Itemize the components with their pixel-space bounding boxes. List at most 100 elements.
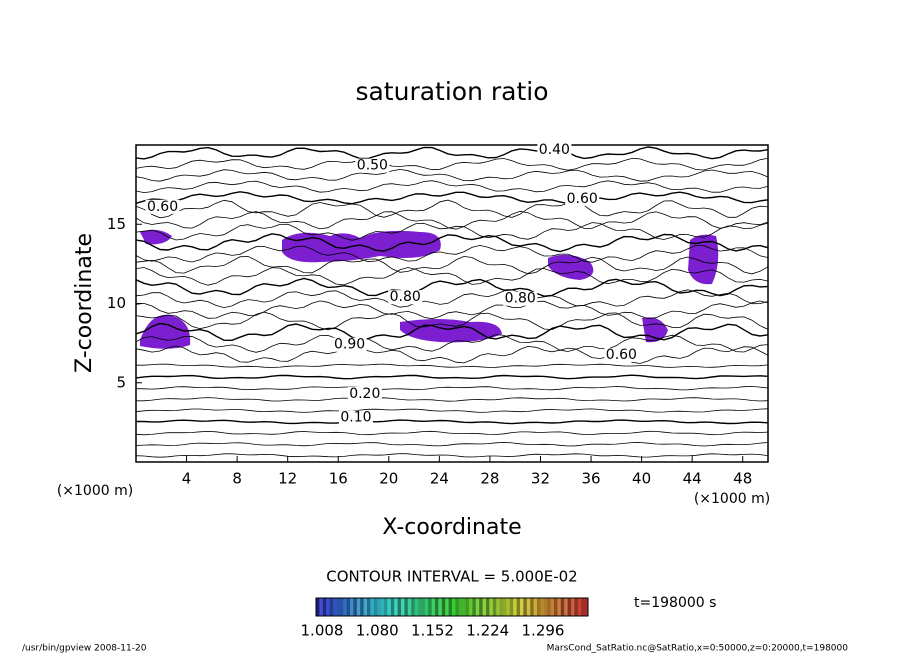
contour-line xyxy=(135,199,769,219)
colorbar-cell xyxy=(333,598,337,616)
colorbar-cell xyxy=(431,598,436,616)
colorbar-cell xyxy=(428,598,433,616)
contour-label: 0.60 xyxy=(606,347,637,363)
contour-label-bg xyxy=(503,291,538,306)
contour-label-bg xyxy=(537,142,572,157)
contour-label: 0.80 xyxy=(505,291,536,307)
contour-label: 0.80 xyxy=(390,289,421,305)
contour-lines xyxy=(135,146,769,458)
colorbar-cell xyxy=(414,598,419,616)
colorbar-cell xyxy=(550,598,555,616)
colorbar-cell xyxy=(462,598,467,616)
colorbar-cell xyxy=(475,598,480,616)
contour-line xyxy=(135,311,769,331)
colorbar-cell xyxy=(407,598,412,616)
colorbar-cell xyxy=(540,598,545,616)
colorbar-cell xyxy=(350,598,354,616)
colorbar-cell xyxy=(445,598,450,616)
colorbar-cell xyxy=(509,598,514,616)
contour-line xyxy=(135,267,769,286)
x-tick-label: 12 xyxy=(278,470,297,488)
y-tick-label: 15 xyxy=(107,215,126,233)
colorbar-cell xyxy=(564,598,569,616)
colorbar-cell xyxy=(537,598,541,616)
footer-left: /usr/bin/gpview 2008-11-20 xyxy=(22,644,147,654)
x-tick-label: 36 xyxy=(581,470,600,488)
x-tick-label: 24 xyxy=(430,470,449,488)
region xyxy=(140,229,172,245)
colorbar-cell xyxy=(316,598,320,616)
colorbar-cell xyxy=(479,598,484,616)
colorbar-cell xyxy=(339,598,344,616)
colorbar-cell xyxy=(571,598,575,616)
colorbar-cell xyxy=(503,598,507,616)
x-tick-label: 4 xyxy=(182,470,192,488)
x-tick-label: 16 xyxy=(329,470,348,488)
colorbar-cell xyxy=(384,598,388,616)
contour-line xyxy=(135,374,769,380)
x-tick-label: 32 xyxy=(531,470,550,488)
contour-label: 0.90 xyxy=(334,337,365,353)
contour-label: 0.50 xyxy=(357,158,388,174)
contour-line xyxy=(135,222,769,241)
colorbar-cell xyxy=(373,598,378,616)
colorbar-cell xyxy=(533,598,538,616)
colorbar-label: 1.008 xyxy=(301,622,344,640)
colorbar-cell xyxy=(448,598,453,616)
x-tick-label: 40 xyxy=(632,470,651,488)
contour-line xyxy=(135,430,769,436)
contour-line xyxy=(135,453,769,458)
footer-right: MarsCond_SatRatio.nc@SatRatio,x=0:50000,… xyxy=(547,644,849,654)
colorbar-cell xyxy=(482,598,487,616)
colorbar-cell xyxy=(377,598,382,616)
colorbar-cell xyxy=(581,598,586,616)
colorbar-cell xyxy=(353,598,358,616)
contour-line xyxy=(135,191,769,205)
colorbar-cell xyxy=(543,598,548,616)
colorbar-cell xyxy=(329,598,334,616)
colorbar-cell xyxy=(394,598,399,616)
colorbar-cell xyxy=(322,598,327,616)
colorbar-cell xyxy=(326,598,331,616)
x-tick-label: 8 xyxy=(232,470,242,488)
contour-line xyxy=(135,441,769,447)
y-axis-label: Z-coordinate xyxy=(72,233,97,373)
contour-label: 0.60 xyxy=(567,191,598,207)
contour-label-bg xyxy=(338,410,373,425)
contour-label: 0.40 xyxy=(539,142,570,158)
colorbar-cell xyxy=(547,598,552,616)
colorbar-cell xyxy=(343,598,348,616)
contour-line xyxy=(135,334,769,353)
contour-line xyxy=(135,300,769,320)
colorbar-cell xyxy=(441,598,446,616)
contour-line xyxy=(135,146,769,160)
colorbar-cell xyxy=(577,598,582,616)
contour-line xyxy=(135,233,769,253)
x-tick-label: 44 xyxy=(683,470,702,488)
supersaturated-regions xyxy=(140,229,719,349)
colorbar-cell xyxy=(370,598,375,616)
colorbar-label: 1.296 xyxy=(522,622,565,640)
contour-label-bg xyxy=(355,158,390,173)
x-tick-label: 48 xyxy=(733,470,752,488)
region xyxy=(688,234,719,285)
colorbar-cell xyxy=(401,598,405,616)
colorbar-label: 1.080 xyxy=(356,622,399,640)
contour-line xyxy=(135,289,769,309)
colorbar-cell xyxy=(520,598,524,616)
contour-label-bg xyxy=(604,348,639,363)
contour-label-bg xyxy=(145,199,180,214)
colorbar-cell xyxy=(574,598,579,616)
colorbar-cell xyxy=(465,598,470,616)
colorbar-cell xyxy=(421,598,426,616)
contour-line xyxy=(136,363,769,368)
colorbar-cell xyxy=(584,598,589,616)
contour-line xyxy=(135,408,769,413)
colorbar-cell xyxy=(411,598,416,616)
contour-line xyxy=(135,210,769,230)
contour-line xyxy=(136,397,769,402)
colorbar-cell xyxy=(438,598,443,616)
time-label: t=198000 s xyxy=(634,595,716,611)
colorbar-cell xyxy=(516,598,521,616)
